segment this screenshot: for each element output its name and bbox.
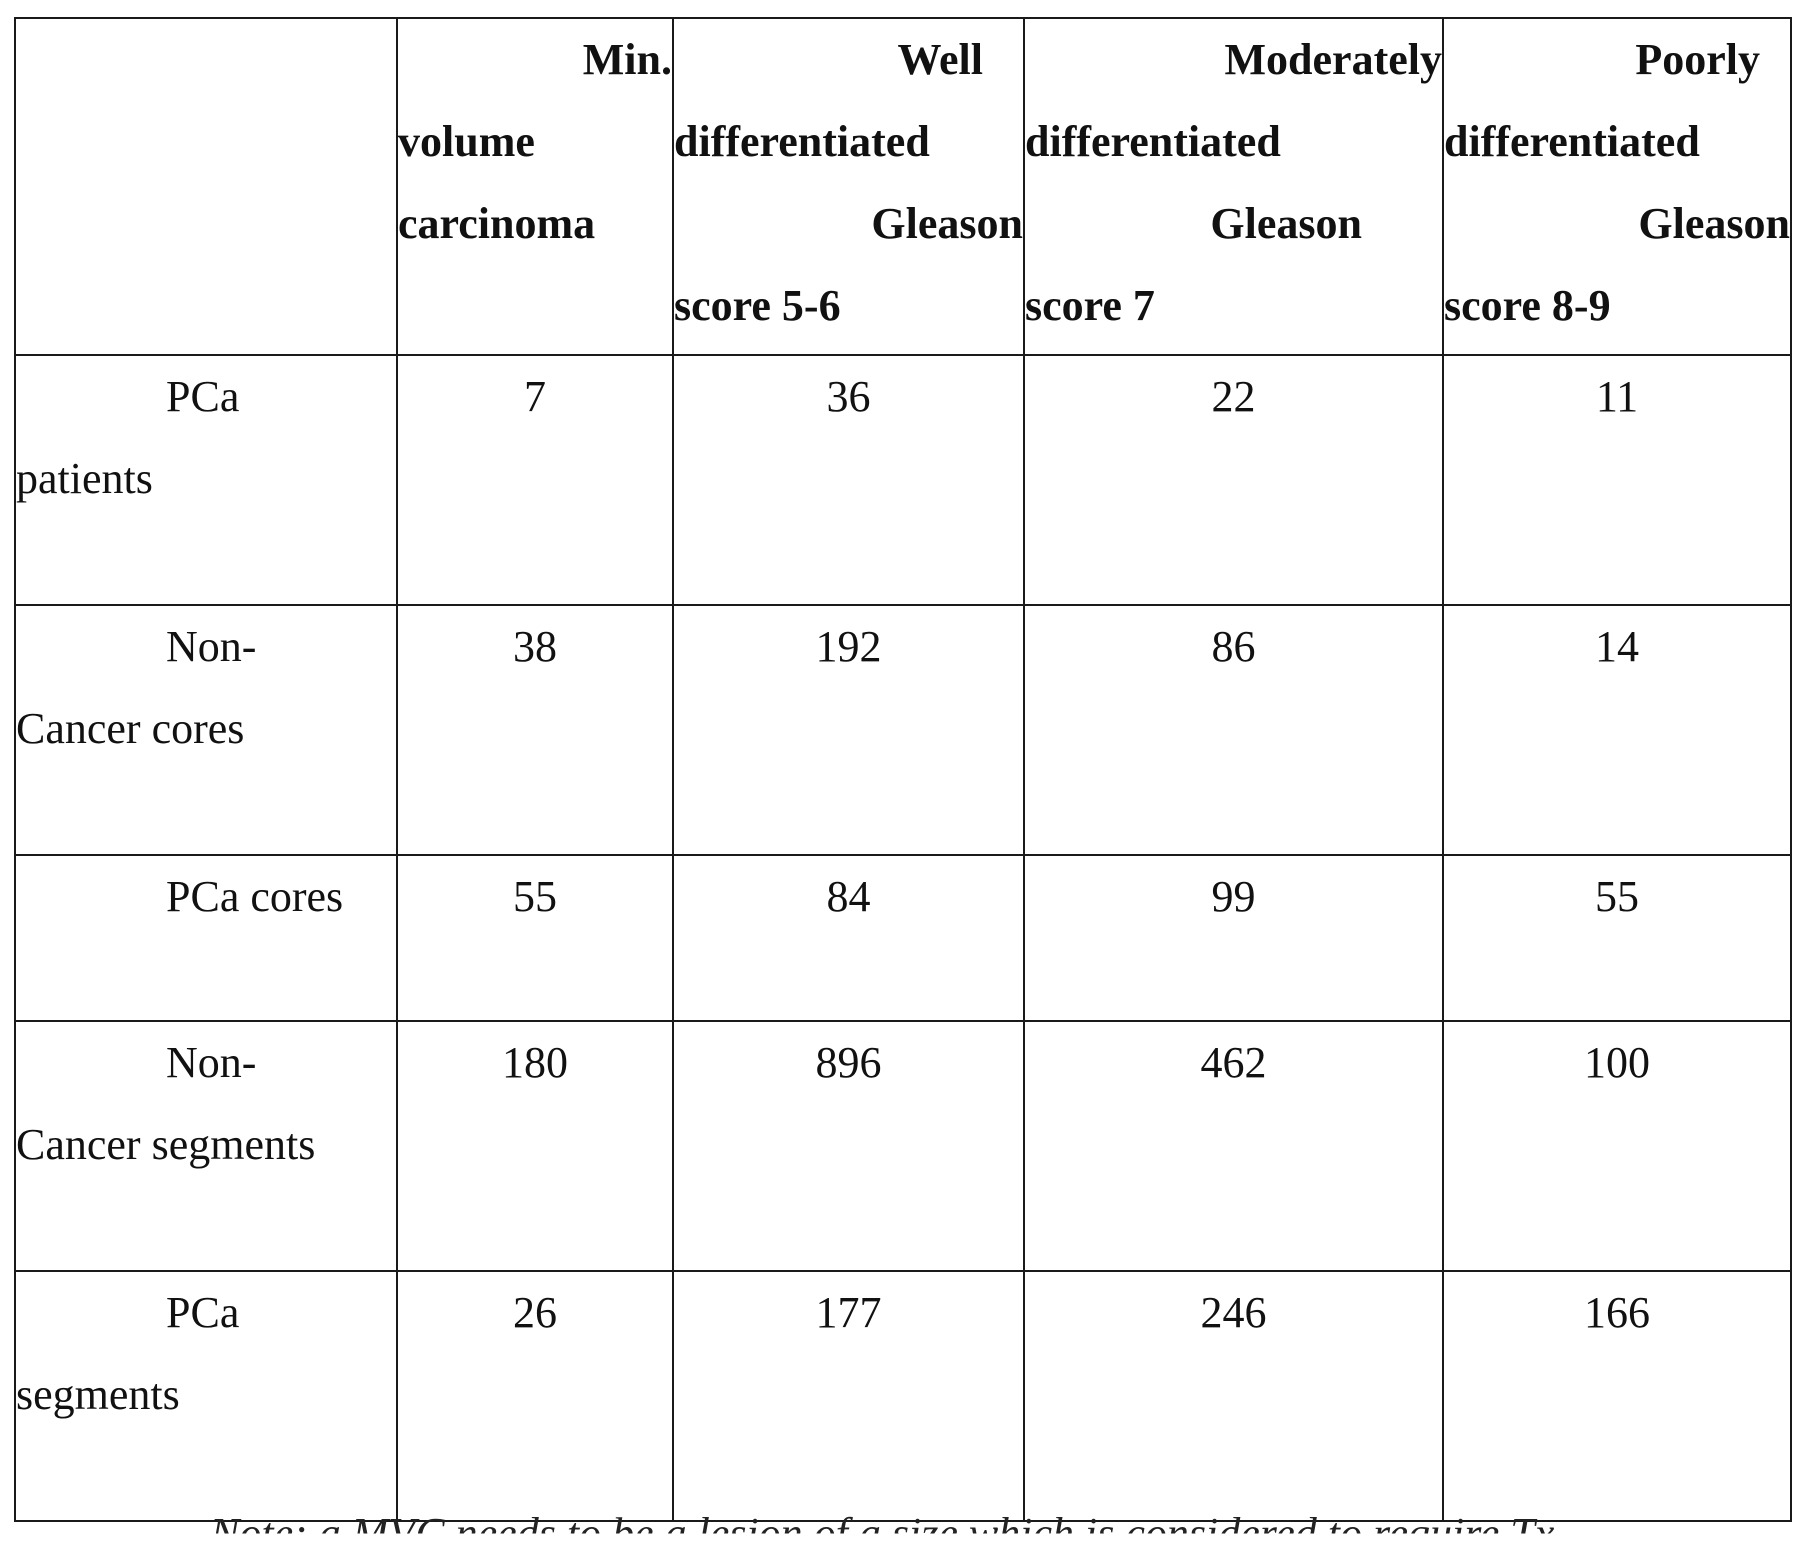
header-text: differentiated bbox=[1444, 101, 1790, 183]
table-cell: 55 bbox=[397, 855, 673, 1021]
table-cell: 99 bbox=[1024, 855, 1443, 1021]
header-text: carcinoma bbox=[398, 183, 672, 265]
table-cell: 896 bbox=[673, 1021, 1024, 1271]
table-cell: 166 bbox=[1443, 1271, 1791, 1521]
table-row: PCa segments 26 177 246 166 bbox=[15, 1271, 1791, 1521]
row-label-text: Cancer cores bbox=[16, 688, 396, 770]
table-cell: 177 bbox=[673, 1271, 1024, 1521]
header-text: differentiated bbox=[674, 101, 1023, 183]
header-min-volume: Min. volume carcinoma bbox=[397, 18, 673, 355]
row-label-text: PCa bbox=[16, 356, 396, 438]
table-row: PCa patients 7 36 22 11 bbox=[15, 355, 1791, 605]
header-text: score 7 bbox=[1025, 265, 1442, 347]
table-cell: 22 bbox=[1024, 355, 1443, 605]
header-text: Poorly bbox=[1444, 19, 1790, 101]
table-cell: 14 bbox=[1443, 605, 1791, 855]
table-cell: 11 bbox=[1443, 355, 1791, 605]
row-label-pca-segments: PCa segments bbox=[15, 1271, 397, 1521]
header-text: volume bbox=[398, 101, 672, 183]
footnote-text: Note: a MVC needs to be a lesion of a si… bbox=[210, 1508, 1554, 1559]
row-label-text: Cancer segments bbox=[16, 1104, 396, 1186]
results-table: Min. volume carcinoma Well differentiate… bbox=[14, 17, 1792, 1522]
table-cell: 36 bbox=[673, 355, 1024, 605]
table-header-row: Min. volume carcinoma Well differentiate… bbox=[15, 18, 1791, 355]
table-cell: 7 bbox=[397, 355, 673, 605]
table-cell: 84 bbox=[673, 855, 1024, 1021]
header-empty-cell bbox=[15, 18, 397, 355]
row-label-non-cancer-cores: Non- Cancer cores bbox=[15, 605, 397, 855]
header-poorly-differentiated: Poorly differentiated Gleason score 8-9 bbox=[1443, 18, 1791, 355]
header-text: Gleason bbox=[1025, 183, 1442, 265]
header-text: differentiated bbox=[1025, 101, 1442, 183]
table-row: Non- Cancer cores 38 192 86 14 bbox=[15, 605, 1791, 855]
header-text: Min. bbox=[398, 19, 672, 101]
row-label-text: Non- bbox=[16, 1022, 396, 1104]
table-cell: 26 bbox=[397, 1271, 673, 1521]
header-text: Gleason bbox=[674, 183, 1023, 265]
row-label-text: patients bbox=[16, 438, 396, 520]
header-text: score 5-6 bbox=[674, 265, 1023, 347]
table-cell: 246 bbox=[1024, 1271, 1443, 1521]
table-cell: 86 bbox=[1024, 605, 1443, 855]
row-label-text: PCa bbox=[16, 1272, 396, 1354]
row-label-non-cancer-segments: Non- Cancer segments bbox=[15, 1021, 397, 1271]
table-row: Non- Cancer segments 180 896 462 100 bbox=[15, 1021, 1791, 1271]
table-cell: 100 bbox=[1443, 1021, 1791, 1271]
table-cell: 462 bbox=[1024, 1021, 1443, 1271]
table-cell: 180 bbox=[397, 1021, 673, 1271]
header-moderately-differentiated: Moderately differentiated Gleason score … bbox=[1024, 18, 1443, 355]
header-text: score 8-9 bbox=[1444, 265, 1790, 347]
row-label-text: PCa cores bbox=[16, 856, 396, 938]
table-cell: 38 bbox=[397, 605, 673, 855]
header-text: Moderately bbox=[1025, 19, 1442, 101]
row-label-pca-patients: PCa patients bbox=[15, 355, 397, 605]
header-text: Well bbox=[674, 19, 1023, 101]
table-row: PCa cores 55 84 99 55 bbox=[15, 855, 1791, 1021]
row-label-pca-cores: PCa cores bbox=[15, 855, 397, 1021]
table-cell: 55 bbox=[1443, 855, 1791, 1021]
table-cell: 192 bbox=[673, 605, 1024, 855]
header-text: Gleason bbox=[1444, 183, 1790, 265]
row-label-text: segments bbox=[16, 1354, 396, 1436]
row-label-text: Non- bbox=[16, 606, 396, 688]
header-well-differentiated: Well differentiated Gleason score 5-6 bbox=[673, 18, 1024, 355]
